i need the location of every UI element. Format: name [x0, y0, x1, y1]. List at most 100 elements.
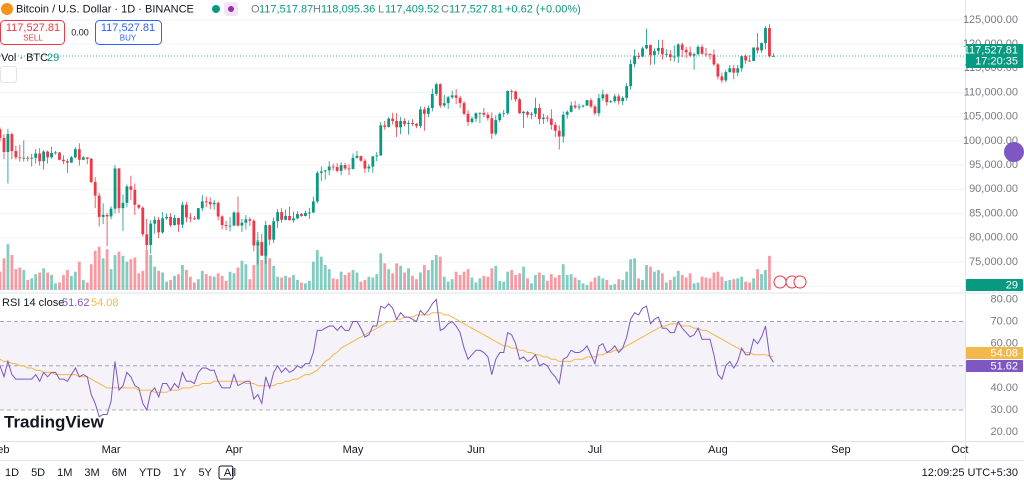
volume-bar [748, 282, 752, 290]
volume-bar [117, 251, 121, 290]
candle-body [129, 186, 133, 190]
volume-bar [609, 285, 613, 290]
volume-bar [347, 272, 351, 290]
flag-icon [228, 6, 234, 12]
volume-bar [637, 278, 640, 290]
volume-bar [565, 275, 569, 290]
volume-bar [462, 271, 466, 290]
volume-bar [740, 276, 744, 290]
candle-body [192, 218, 196, 220]
candle-body [545, 117, 549, 119]
candle-body [645, 45, 648, 49]
candle-body [589, 100, 593, 107]
volume-bar [200, 270, 204, 290]
candle-body [466, 113, 470, 123]
candle-body [375, 155, 379, 157]
candle-body [510, 91, 514, 92]
candle-body [391, 118, 395, 122]
volume-bar [526, 278, 529, 290]
event-icon[interactable] [773, 275, 787, 289]
event-icon[interactable] [793, 275, 807, 289]
candle-body [315, 172, 319, 202]
volume-bar [331, 278, 335, 290]
candle-body [688, 52, 692, 56]
volume-bar [359, 281, 363, 290]
candle-body [434, 84, 438, 94]
volume-bar [633, 258, 637, 290]
candle-body [664, 54, 668, 56]
volume-bar [208, 275, 212, 290]
x-tick-label: Aug [708, 444, 728, 456]
candle-body [97, 195, 101, 217]
candle-body [629, 63, 633, 87]
volume-bar [466, 269, 470, 290]
candle-body [351, 157, 355, 169]
candle-body [69, 157, 73, 163]
volume-bar [66, 270, 69, 290]
calendar-icon[interactable] [218, 465, 234, 480]
volume-bar [26, 280, 30, 290]
volume-bar [557, 275, 561, 290]
price-badge-text: 17:20:35 [975, 55, 1018, 67]
buy-button[interactable] [95, 20, 162, 45]
volume-bar [724, 280, 728, 290]
candle-body [105, 214, 109, 217]
side-widget[interactable] [1004, 142, 1024, 162]
candle-body [522, 111, 525, 114]
candle-body [680, 44, 684, 50]
candle-body [359, 155, 363, 161]
range-button[interactable]: 6M [112, 467, 127, 479]
volume-bar [101, 258, 105, 290]
volume-bar [549, 274, 553, 290]
candle-body [625, 86, 629, 98]
candle-body [296, 213, 299, 219]
range-button[interactable]: 5D [31, 467, 45, 479]
volume-bar [54, 283, 57, 290]
rsi-legend: RSI 14 close [2, 297, 64, 309]
volume-bar [73, 271, 77, 290]
volume-bar [494, 265, 498, 290]
collapse-button[interactable] [0, 66, 17, 83]
candle-body [565, 111, 569, 115]
volume-bar [538, 272, 541, 290]
range-button[interactable]: All [224, 467, 236, 479]
volume-bar [668, 280, 672, 290]
market-status [212, 5, 220, 13]
candle-body [228, 225, 232, 227]
volume-bar [625, 271, 629, 290]
candle-body [470, 118, 474, 123]
volume-bar [141, 270, 145, 290]
toolbar: 1D 5D 1M 3M 6M YTD 1Y 5Y All [5, 467, 236, 479]
volume-bar [276, 276, 280, 290]
range-button[interactable]: 3M [84, 467, 99, 479]
volume-badge-text: 29 [1006, 279, 1018, 291]
candle-body [153, 219, 157, 224]
candle-body [284, 215, 287, 220]
candle-body [161, 218, 165, 233]
candle-body [236, 212, 240, 226]
volume-bar [752, 278, 755, 290]
candle-body [0, 129, 2, 138]
candle-body [77, 149, 81, 160]
volume-bar [260, 260, 264, 290]
candle-body [772, 56, 775, 57]
volume-bar [161, 272, 165, 290]
volume-bar [605, 280, 609, 290]
x-tick-label: Mar [102, 444, 121, 456]
range-button[interactable]: 1Y [173, 467, 187, 479]
volume-bar [561, 264, 565, 290]
volume-bar [165, 281, 168, 290]
range-button[interactable]: 1M [57, 467, 72, 479]
range-button[interactable]: 5Y [198, 467, 212, 479]
range-button[interactable]: YTD [139, 467, 161, 479]
volume-bar [34, 274, 38, 290]
sell-button[interactable] [0, 20, 65, 45]
volume-bar [450, 279, 454, 290]
range-button[interactable]: 1D [5, 467, 19, 479]
volume-bar [438, 256, 442, 290]
rsi-tick-label: 20.00 [990, 426, 1018, 438]
candle-body [561, 114, 565, 137]
candle-body [58, 152, 61, 160]
candle-body [22, 157, 26, 159]
candle-body [760, 43, 763, 51]
